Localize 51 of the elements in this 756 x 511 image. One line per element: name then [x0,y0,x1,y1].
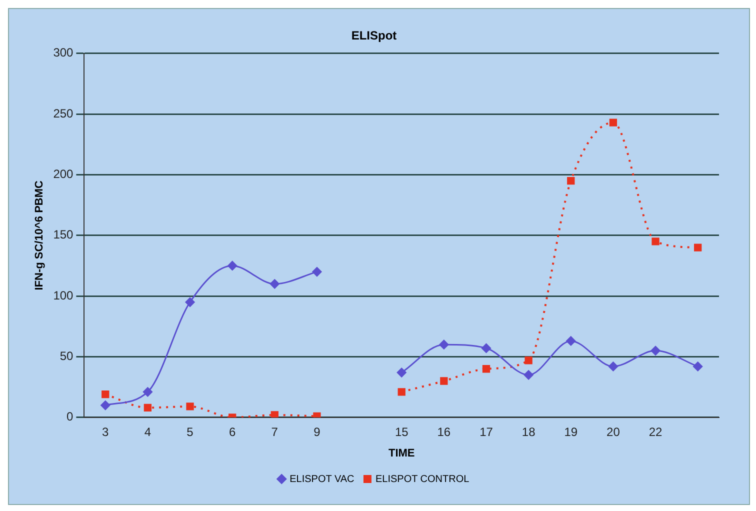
y-tick-label: 0 [66,410,74,424]
y-tick-label: 200 [53,167,74,182]
point [652,238,660,246]
point [694,244,702,252]
point [482,343,491,353]
point [482,365,490,373]
point [102,390,110,398]
point [608,362,618,372]
point [185,297,195,307]
y-tick-label: 100 [53,288,74,302]
point [693,362,703,372]
legend-label: ELISPOT VAC [290,474,354,485]
x-tick-label: 17 [480,424,494,439]
chart-title: ELISpot [351,28,397,43]
x-axis-title: TIME [388,447,415,460]
point [396,368,406,378]
y-tick-label: 150 [53,228,74,242]
x-tick-label: 9 [314,424,321,439]
point [524,370,534,380]
legend-label: ELISPOT CONTROL [375,474,470,485]
x-tick-label: 5 [186,424,194,439]
y-axis-title: IFN-g SC/10^6 PBMC [34,180,46,290]
point [524,356,532,364]
x-tick-label: 16 [437,424,451,439]
point [609,118,618,126]
point [228,260,238,270]
point [270,279,280,289]
x-tick-label: 3 [102,424,110,439]
y-tick-label: 250 [53,106,74,120]
x-tick-label: 20 [606,424,620,439]
x-tick-label: 7 [271,424,278,439]
x-tick-label: 18 [522,424,536,439]
x-tick-label: 6 [228,424,236,439]
x-tick-label: 15 [394,424,409,439]
point [312,267,322,277]
point [270,411,278,418]
x-tick-label: 4 [144,424,152,439]
y-tick-label: 50 [60,349,74,364]
point [566,336,576,346]
point [567,176,575,185]
point [650,346,660,356]
point [142,387,152,397]
x-tick-label: 19 [564,424,578,439]
point [100,400,110,410]
y-tick-label: 300 [53,46,74,60]
x-tick-label: 22 [648,424,663,439]
point [186,402,194,410]
point [398,388,406,396]
point [439,340,449,350]
point [144,404,152,412]
point [440,377,448,385]
